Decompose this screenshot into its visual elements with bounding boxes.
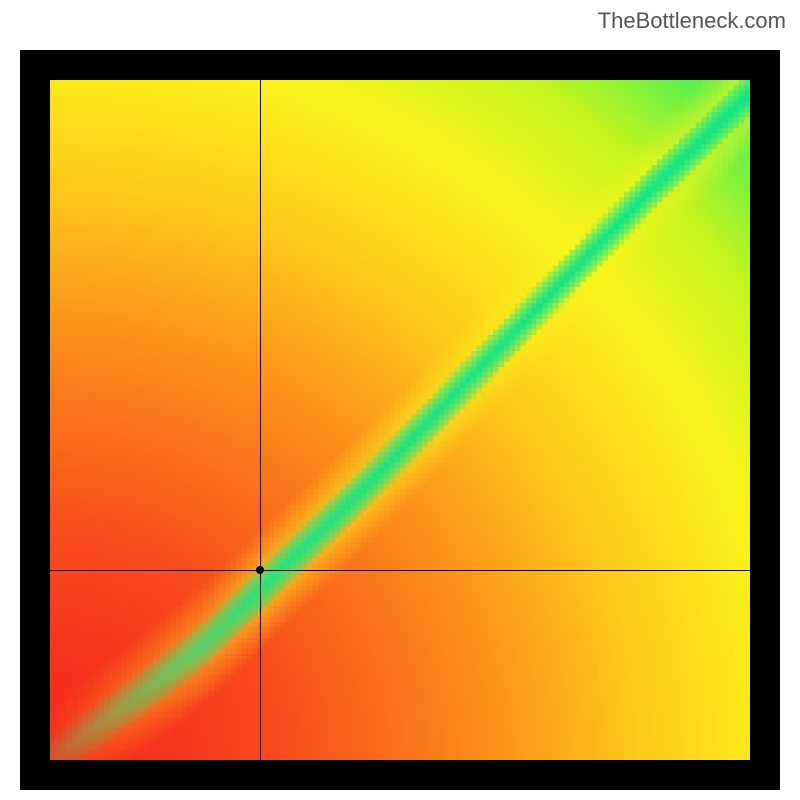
crosshair-vertical	[260, 80, 261, 760]
heatmap-canvas	[50, 80, 750, 760]
crosshair-dot	[256, 566, 264, 574]
plot-frame	[20, 50, 780, 790]
chart-container: TheBottleneck.com	[0, 0, 800, 800]
watermark-text: TheBottleneck.com	[598, 8, 786, 34]
crosshair-horizontal	[50, 570, 750, 571]
